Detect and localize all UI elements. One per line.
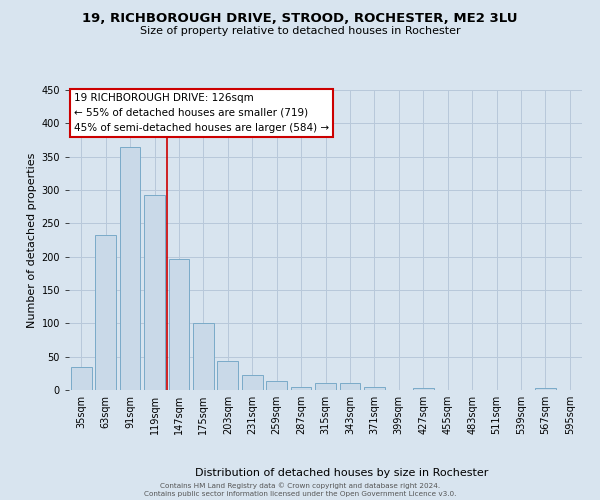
Bar (340, 384, 361, 390)
Bar (71, 366, 92, 390)
Text: Contains public sector information licensed under the Open Government Licence v3: Contains public sector information licen… (144, 491, 456, 497)
Text: 19, RICHBOROUGH DRIVE, STROOD, ROCHESTER, ME2 3LU: 19, RICHBOROUGH DRIVE, STROOD, ROCHESTER… (82, 12, 518, 26)
Bar (315, 384, 336, 390)
Bar (169, 260, 190, 390)
Text: Size of property relative to detached houses in Rochester: Size of property relative to detached ho… (140, 26, 460, 36)
Text: 19 RICHBOROUGH DRIVE: 126sqm
← 55% of detached houses are smaller (719)
45% of s: 19 RICHBOROUGH DRIVE: 126sqm ← 55% of de… (74, 93, 329, 132)
Bar (95, 234, 116, 390)
Bar (217, 360, 238, 390)
Bar (535, 388, 556, 390)
Bar (290, 386, 311, 390)
Text: Distribution of detached houses by size in Rochester: Distribution of detached houses by size … (196, 468, 488, 477)
Bar (364, 386, 385, 390)
Bar (119, 146, 140, 390)
Bar (144, 194, 165, 390)
Bar (242, 374, 263, 390)
Bar (193, 322, 214, 390)
Text: Contains HM Land Registry data © Crown copyright and database right 2024.: Contains HM Land Registry data © Crown c… (160, 482, 440, 489)
Bar (413, 388, 434, 390)
Bar (266, 382, 287, 390)
Y-axis label: Number of detached properties: Number of detached properties (27, 152, 37, 328)
